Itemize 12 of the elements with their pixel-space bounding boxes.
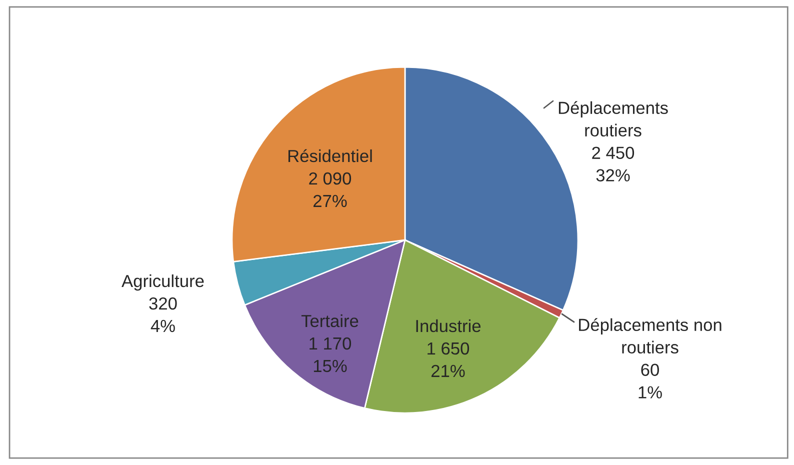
data-label: 2 090 27%	[309, 172, 352, 208]
slice-label: Déplacements non routiers	[579, 318, 722, 354]
slice-label: Agriculture	[122, 274, 204, 291]
slice-label: Tertaire	[301, 314, 358, 328]
data-label: 1 170 15%	[310, 337, 352, 372]
slice-label: Industrie	[416, 319, 481, 332]
data-label: 1 650 21%	[428, 342, 470, 378]
data-label: 2 450 32%	[592, 146, 634, 182]
slice-label: Déplacements routiers	[558, 101, 668, 137]
slice-label: Résidentiel	[288, 149, 372, 162]
data-label: 320 4%	[149, 297, 177, 332]
data-label: 60 1%	[638, 364, 662, 398]
